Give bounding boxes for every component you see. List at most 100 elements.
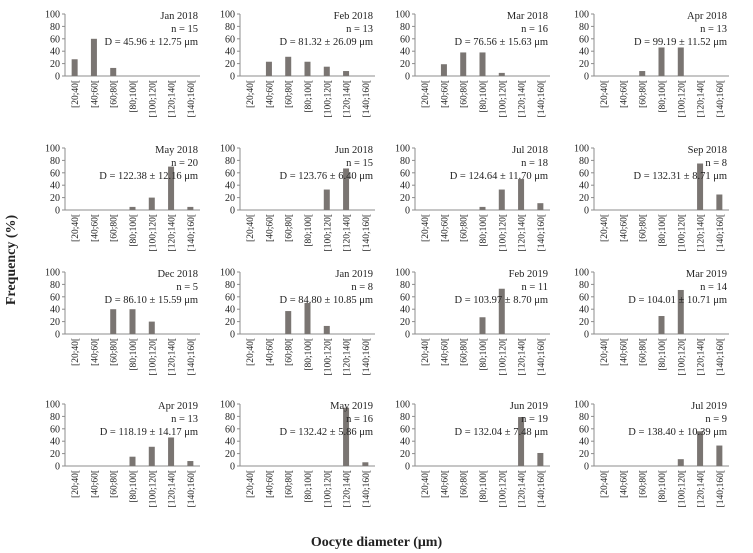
y-tick-label: 40 [400,47,410,58]
x-tick-label: [20;40[ [600,338,610,366]
y-tick-label: 100 [45,144,60,155]
y-tick-label: 100 [574,10,589,21]
y-tick-label: 20 [50,317,60,328]
bar [304,303,311,334]
x-tick-label: [40;60[ [265,338,275,366]
panel-title: Mar 2018 [507,11,548,22]
bar [479,206,486,210]
y-tick-label: 80 [50,412,60,423]
mean-diameter: D = 132.31 ± 8.71 μm [634,171,727,182]
x-tick-label: [60;80[ [639,338,649,366]
y-tick-label: 100 [220,268,235,279]
x-tick-label: [20;40[ [421,338,431,366]
x-tick-label: [140;160[ [362,338,372,375]
y-tick-label: 20 [225,193,235,204]
mean-diameter: D = 122.38 ± 12.16 μm [99,171,198,182]
x-tick-label: [60;80[ [285,80,295,108]
y-tick-label: 80 [50,280,60,291]
bar [537,203,544,210]
bar [343,71,350,76]
y-tick-label: 100 [574,144,589,155]
panel-title: Jan 2018 [160,11,198,22]
x-tick-label: [80;100[ [658,214,668,247]
y-tick-label: 20 [579,449,589,460]
y-tick-label: 60 [579,292,589,303]
bar [148,321,155,334]
y-tick-label: 40 [50,181,60,192]
bar [498,72,505,76]
x-tick-label: [100;120[ [677,214,687,251]
x-axis-title: Oocyte diameter (μm) [310,535,443,550]
sample-size: n = 16 [521,24,548,35]
panel-title: Feb 2018 [334,11,373,22]
mean-diameter: D = 118.19 ± 14.17 μm [100,427,198,438]
x-tick-label: [80;100[ [129,338,139,371]
x-tick-label: [60;80[ [110,80,120,108]
y-tick-label: 80 [579,22,589,33]
x-tick-label: [120;140[ [168,470,178,507]
sample-size: n = 13 [346,24,373,35]
x-tick-label: [140;160[ [187,214,197,251]
x-tick-label: [20;40[ [71,338,81,366]
x-tick-label: [40;60[ [619,80,629,108]
y-tick-label: 40 [579,47,589,58]
y-tick-label: 80 [400,412,410,423]
bar [90,38,97,76]
x-tick-label: [80;100[ [129,214,139,247]
x-tick-label: [40;60[ [90,214,100,242]
mean-diameter: D = 123.76 ± 6.40 μm [280,171,373,182]
y-tick-label: 20 [50,193,60,204]
y-tick-label: 20 [50,59,60,70]
y-tick-label: 60 [400,292,410,303]
sample-size: n = 5 [176,282,198,293]
x-tick-label: [40;60[ [265,214,275,242]
bar [697,163,704,210]
bar [71,59,78,76]
bar [440,64,447,76]
panel-title: Dec 2018 [157,269,198,280]
x-tick-label: [100;120[ [323,80,333,117]
bar [362,462,369,466]
x-tick-label: [100;120[ [323,338,333,375]
x-tick-label: [60;80[ [460,80,470,108]
bar [716,445,723,466]
y-tick-label: 100 [395,10,410,21]
bar [110,67,117,76]
bar [129,206,136,210]
y-tick-label: 40 [579,437,589,448]
y-tick-label: 100 [395,144,410,155]
y-tick-label: 80 [400,22,410,33]
panel-title: Mar 2019 [686,269,727,280]
y-tick-label: 100 [220,10,235,21]
x-tick-label: [140;160[ [537,338,547,375]
x-tick-label: [120;140[ [518,214,528,251]
x-tick-label: [120;140[ [343,338,353,375]
x-tick-label: [20;40[ [71,470,81,498]
sample-size: n = 18 [521,158,548,169]
bar [677,459,684,466]
x-tick-label: [100;120[ [498,470,508,507]
x-tick-label: [20;40[ [246,80,256,108]
bar [658,47,665,76]
y-tick-label: 80 [225,280,235,291]
sample-size: n = 13 [700,24,727,35]
x-tick-label: [40;60[ [440,80,450,108]
y-tick-label: 80 [579,156,589,167]
sample-size: n = 15 [171,24,198,35]
y-tick-label: 60 [579,168,589,179]
x-tick-label: [100;120[ [498,80,508,117]
x-tick-label: [100;120[ [323,214,333,251]
bar [323,66,330,76]
y-tick-label: 40 [579,305,589,316]
y-tick-label: 60 [225,34,235,45]
y-tick-label: 80 [579,280,589,291]
x-tick-label: [80;100[ [479,80,489,113]
panel-title: Jun 2018 [335,145,373,156]
bar [148,446,155,466]
